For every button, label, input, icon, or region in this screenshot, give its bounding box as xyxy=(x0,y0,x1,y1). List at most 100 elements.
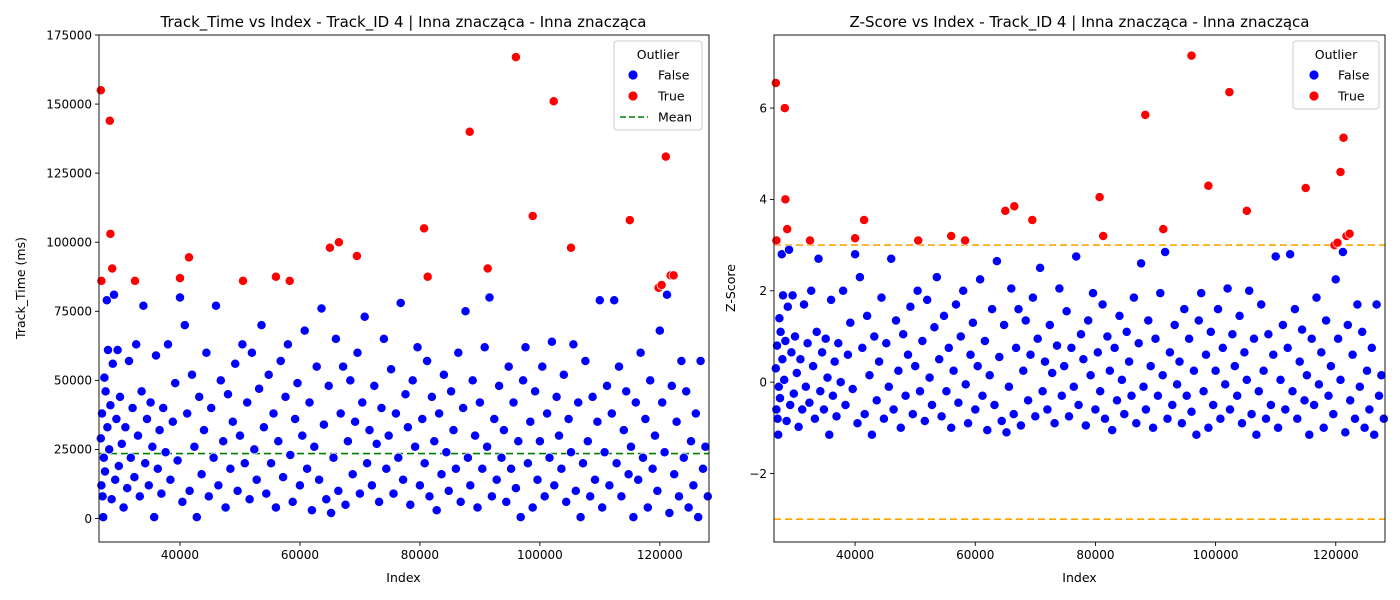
data-point xyxy=(662,289,672,300)
data-point xyxy=(118,502,129,513)
data-point xyxy=(235,430,245,441)
x-tick-label: 60000 xyxy=(281,548,319,562)
data-point xyxy=(1225,404,1235,415)
data-point xyxy=(1299,395,1310,406)
data-point xyxy=(261,488,272,499)
data-point xyxy=(213,480,224,491)
data-point xyxy=(977,390,988,401)
data-point xyxy=(230,358,241,369)
data-point xyxy=(1143,315,1154,326)
data-point xyxy=(352,347,363,358)
outlier-point xyxy=(1094,192,1105,203)
y-tick-label: 125000 xyxy=(46,166,92,180)
data-point xyxy=(136,386,147,397)
y-tick-label: 100000 xyxy=(46,236,92,250)
y-tick-label: 2 xyxy=(759,284,767,298)
outlier-point xyxy=(660,151,671,162)
data-point xyxy=(1188,365,1199,376)
data-point xyxy=(287,496,298,507)
data-point xyxy=(544,452,555,463)
data-point xyxy=(822,372,833,383)
data-point xyxy=(820,333,831,344)
data-point xyxy=(1335,374,1346,385)
x-tick-label: 120000 xyxy=(637,548,683,562)
data-point xyxy=(498,425,509,436)
data-point xyxy=(1261,413,1271,424)
y-tick-label: 25000 xyxy=(54,443,92,457)
data-point xyxy=(1371,299,1382,310)
data-point xyxy=(1083,315,1094,326)
legend-marker-false xyxy=(1308,69,1320,81)
data-point xyxy=(501,496,512,507)
data-point xyxy=(462,452,473,463)
data-point xyxy=(97,491,108,502)
y-tick-label: 175000 xyxy=(46,28,92,42)
data-point xyxy=(350,416,361,427)
data-point xyxy=(129,472,140,483)
data-point xyxy=(182,408,193,419)
data-point xyxy=(199,425,209,436)
data-point xyxy=(328,452,339,463)
outlier-point xyxy=(1338,132,1349,143)
data-point xyxy=(1369,429,1380,440)
data-point xyxy=(795,354,806,365)
data-point xyxy=(1246,409,1257,420)
data-point xyxy=(857,342,868,353)
data-point xyxy=(1306,333,1317,344)
data-point xyxy=(1023,395,1034,406)
data-point xyxy=(681,386,692,397)
data-point xyxy=(570,485,581,496)
data-point xyxy=(554,430,564,441)
y-tick-label: 4 xyxy=(759,193,767,207)
data-point xyxy=(1297,324,1308,335)
data-point xyxy=(845,317,856,328)
data-point xyxy=(1049,418,1060,429)
data-point xyxy=(102,422,113,433)
data-point xyxy=(1213,304,1223,315)
data-point xyxy=(951,299,961,310)
data-point xyxy=(698,463,708,474)
data-point xyxy=(97,408,107,419)
data-point xyxy=(788,388,799,399)
data-point xyxy=(1064,411,1074,422)
data-point xyxy=(280,391,291,402)
data-point xyxy=(1232,390,1243,401)
data-point xyxy=(179,320,190,331)
data-point xyxy=(134,491,145,502)
data-point xyxy=(1018,365,1029,376)
y-tick-label: 0 xyxy=(84,512,92,526)
data-point xyxy=(1006,283,1017,294)
data-point xyxy=(1239,347,1250,358)
data-point xyxy=(184,485,195,496)
data-point xyxy=(1285,249,1296,260)
data-point xyxy=(979,336,990,346)
data-point xyxy=(508,397,519,408)
data-point xyxy=(189,441,200,452)
data-point xyxy=(1088,288,1098,299)
data-point xyxy=(900,390,911,401)
data-point xyxy=(419,458,430,469)
data-point xyxy=(657,397,668,408)
data-point xyxy=(847,384,858,394)
data-point xyxy=(654,325,665,336)
data-point xyxy=(642,502,653,513)
data-point xyxy=(1244,285,1255,296)
data-point xyxy=(826,294,837,305)
outlier-point xyxy=(1224,87,1235,98)
data-point xyxy=(482,441,493,452)
data-point xyxy=(290,414,301,424)
data-point xyxy=(1126,390,1137,401)
data-point xyxy=(316,303,327,314)
data-point xyxy=(771,404,782,415)
data-point xyxy=(592,416,603,427)
outlier-point xyxy=(510,52,521,63)
data-point xyxy=(1265,400,1276,410)
legend-label-false: False xyxy=(1338,68,1370,83)
data-point xyxy=(695,356,706,366)
data-point xyxy=(1162,413,1173,424)
data-point xyxy=(110,474,121,485)
data-point xyxy=(98,452,109,463)
data-point xyxy=(414,480,425,491)
x-tick-label: 60000 xyxy=(956,548,994,562)
data-point xyxy=(1205,326,1216,337)
